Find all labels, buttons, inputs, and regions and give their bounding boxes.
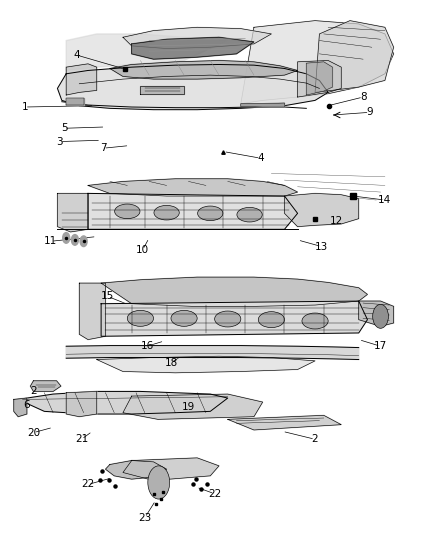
Polygon shape: [66, 391, 97, 417]
Text: 14: 14: [378, 195, 392, 205]
Text: 11: 11: [44, 236, 57, 246]
Polygon shape: [14, 398, 27, 417]
Text: 20: 20: [27, 427, 40, 438]
Polygon shape: [110, 61, 297, 79]
Polygon shape: [101, 301, 367, 336]
Text: 15: 15: [101, 292, 114, 301]
Polygon shape: [66, 34, 228, 70]
Circle shape: [71, 235, 78, 245]
Text: 3: 3: [57, 136, 63, 147]
Polygon shape: [123, 394, 263, 419]
Polygon shape: [132, 37, 254, 59]
Polygon shape: [297, 61, 341, 97]
Polygon shape: [88, 179, 297, 196]
Circle shape: [80, 236, 87, 247]
Text: 6: 6: [24, 400, 30, 410]
Polygon shape: [101, 277, 367, 306]
Text: 23: 23: [138, 513, 152, 523]
Ellipse shape: [154, 205, 179, 220]
Ellipse shape: [127, 310, 153, 326]
Ellipse shape: [237, 207, 262, 222]
Circle shape: [63, 232, 70, 243]
Polygon shape: [30, 381, 61, 391]
Text: 8: 8: [360, 92, 367, 102]
Polygon shape: [359, 301, 394, 326]
Polygon shape: [66, 98, 84, 105]
Text: 4: 4: [74, 50, 81, 60]
Text: 9: 9: [366, 107, 373, 117]
Text: 4: 4: [257, 153, 264, 163]
Text: 7: 7: [100, 143, 106, 153]
Polygon shape: [57, 193, 88, 232]
Text: 1: 1: [21, 102, 28, 112]
Polygon shape: [88, 193, 297, 229]
Polygon shape: [123, 458, 219, 480]
Polygon shape: [228, 415, 341, 430]
Polygon shape: [285, 193, 359, 227]
Text: 21: 21: [75, 434, 88, 445]
Text: 12: 12: [330, 216, 343, 227]
Text: 22: 22: [208, 489, 221, 499]
Circle shape: [148, 466, 170, 499]
Polygon shape: [97, 356, 315, 373]
Polygon shape: [66, 345, 359, 360]
Text: 18: 18: [164, 358, 177, 368]
Text: 2: 2: [312, 434, 318, 445]
Ellipse shape: [258, 312, 285, 328]
Ellipse shape: [115, 204, 140, 219]
Ellipse shape: [198, 206, 223, 221]
Ellipse shape: [302, 313, 328, 329]
Ellipse shape: [171, 310, 197, 326]
Text: 5: 5: [61, 123, 67, 133]
Ellipse shape: [215, 311, 241, 327]
Text: 16: 16: [140, 341, 154, 351]
Polygon shape: [18, 391, 228, 414]
Polygon shape: [141, 86, 184, 94]
Polygon shape: [79, 283, 106, 340]
Circle shape: [373, 304, 389, 328]
Polygon shape: [241, 21, 394, 104]
Text: 10: 10: [136, 245, 149, 255]
Polygon shape: [106, 461, 166, 479]
Text: 13: 13: [315, 241, 328, 252]
Polygon shape: [315, 21, 394, 92]
Polygon shape: [57, 64, 328, 110]
Text: 2: 2: [30, 386, 37, 397]
Polygon shape: [123, 27, 272, 49]
Text: 22: 22: [81, 480, 95, 489]
Text: 19: 19: [182, 402, 195, 413]
Polygon shape: [241, 103, 285, 107]
Text: 17: 17: [374, 341, 387, 351]
Polygon shape: [66, 64, 97, 95]
Polygon shape: [306, 62, 332, 95]
